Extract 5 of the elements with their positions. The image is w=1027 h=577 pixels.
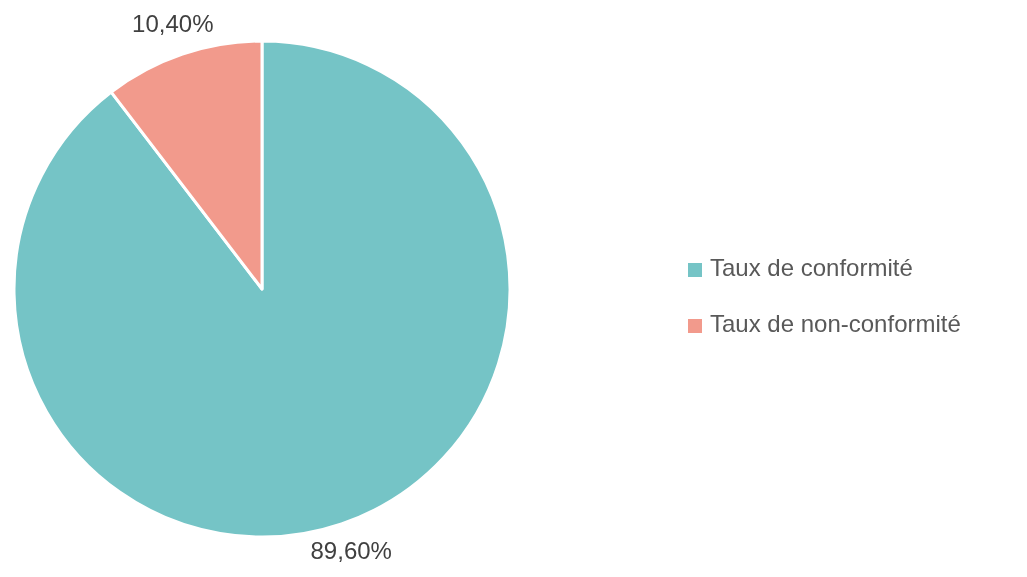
data-label: 10,40% (132, 10, 214, 38)
data-label: 89,60% (310, 536, 392, 564)
pie-slice (12, 39, 512, 539)
legend-label: Taux de conformité (710, 254, 913, 282)
legend-label: Taux de non-conformité (710, 310, 961, 338)
